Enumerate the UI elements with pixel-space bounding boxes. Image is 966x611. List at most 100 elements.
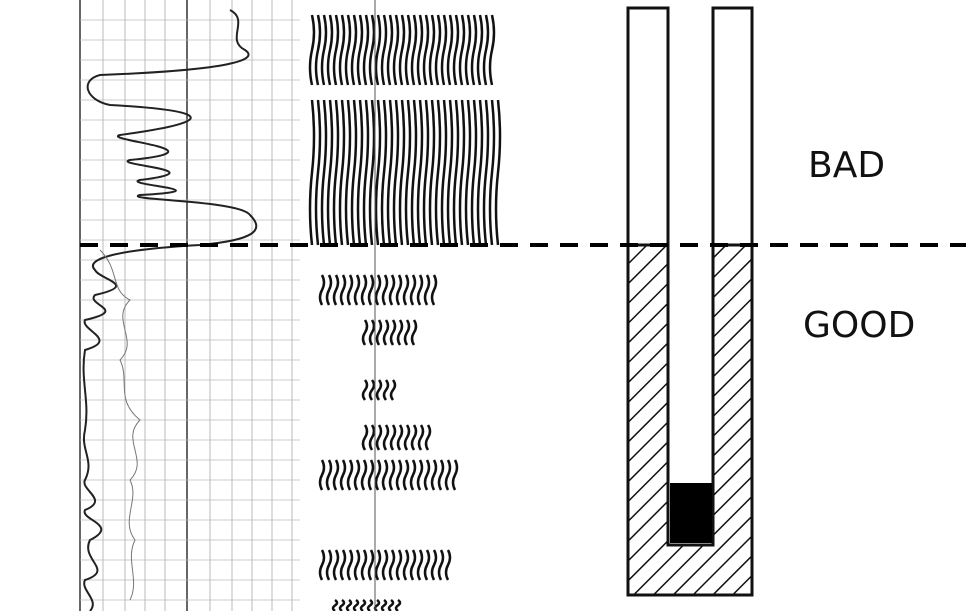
wave-trace <box>446 14 454 86</box>
wave-trace <box>338 99 346 246</box>
wave-trace <box>314 14 322 86</box>
wave-trace <box>381 459 389 491</box>
wave-trace <box>382 319 390 346</box>
wave-trace <box>494 99 502 246</box>
wave-trace <box>398 14 406 86</box>
wave-trace <box>368 14 376 86</box>
wave-trace <box>416 274 424 306</box>
wave-trace <box>396 319 404 346</box>
wave-trace <box>422 14 430 86</box>
wave-trace <box>416 549 424 581</box>
casing-left-top <box>626 6 670 247</box>
wave-trace <box>476 14 484 86</box>
wave-trace <box>388 549 396 581</box>
wave-trace <box>409 459 417 491</box>
log-curve-thin <box>99 249 141 601</box>
wave-trace <box>396 424 404 451</box>
wave-trace <box>403 424 411 451</box>
wave-trace <box>332 274 340 306</box>
wave-trace <box>356 99 364 246</box>
wave-trace <box>423 274 431 306</box>
wave-trace <box>353 274 361 306</box>
wave-trace <box>331 598 339 611</box>
wave-trace <box>353 459 361 491</box>
wave-trace <box>482 14 490 86</box>
wave-trace <box>409 274 417 306</box>
wave-trace <box>375 379 383 401</box>
log-grid <box>79 0 300 611</box>
wave-trace <box>318 459 326 491</box>
wave-trace <box>423 459 431 491</box>
wave-trace <box>308 14 316 86</box>
wave-trace <box>437 459 445 491</box>
wave-trace <box>434 99 442 246</box>
wave-trace <box>451 459 459 491</box>
good-label: GOOD <box>803 305 916 346</box>
wave-trace <box>422 99 430 246</box>
wave-trace <box>361 319 369 346</box>
wave-trace <box>430 274 438 306</box>
wave-trace <box>332 14 340 86</box>
wave-trace <box>416 459 424 491</box>
wave-trace <box>367 274 375 306</box>
wave-trace <box>428 14 436 86</box>
wave-trace <box>386 14 394 86</box>
wave-trace <box>452 99 460 246</box>
wave-trace <box>375 319 383 346</box>
wave-trace <box>318 549 326 581</box>
wave-trace <box>446 99 454 246</box>
wave-trace <box>410 14 418 86</box>
wave-trace <box>374 99 382 246</box>
wave-trace <box>338 14 346 86</box>
wave-trace <box>339 459 347 491</box>
wave-trace <box>368 319 376 346</box>
wave-trace <box>395 459 403 491</box>
wave-trace <box>339 274 347 306</box>
wave-trace <box>410 99 418 246</box>
wave-trace <box>361 424 369 451</box>
wave-trace <box>402 549 410 581</box>
wave-trace <box>332 549 340 581</box>
bad-label: BAD <box>808 145 886 186</box>
wave-trace <box>388 459 396 491</box>
wave-trace <box>476 99 484 246</box>
wave-trace <box>458 99 466 246</box>
wave-trace <box>389 379 397 401</box>
wave-trace <box>344 99 352 246</box>
wave-trace <box>416 99 424 246</box>
wave-trace <box>402 459 410 491</box>
wave-trace <box>352 598 360 611</box>
wave-trace <box>374 549 382 581</box>
plug <box>670 483 712 543</box>
wave-trace <box>362 14 370 86</box>
wave-trace <box>366 598 374 611</box>
wave-trace <box>409 549 417 581</box>
wave-trace <box>320 99 328 246</box>
wave-trace <box>360 549 368 581</box>
wave-trace <box>320 14 328 86</box>
wave-trace <box>470 14 478 86</box>
wave-trace <box>325 549 333 581</box>
wave-trace <box>362 99 370 246</box>
wave-trace <box>437 549 445 581</box>
wave-trace <box>380 99 388 246</box>
wave-trace <box>395 549 403 581</box>
wave-trace <box>367 459 375 491</box>
wave-trace <box>488 99 496 246</box>
wave-trace <box>430 549 438 581</box>
wave-trace <box>339 549 347 581</box>
wave-trace <box>392 99 400 246</box>
wave-trace <box>346 274 354 306</box>
wave-trace <box>395 274 403 306</box>
wave-trace <box>404 99 412 246</box>
wave-trace <box>338 598 346 611</box>
wave-trace <box>308 99 316 246</box>
wave-trace <box>424 424 432 451</box>
wave-trace <box>374 459 382 491</box>
wave-trace <box>318 274 326 306</box>
wave-trace <box>368 379 376 401</box>
wave-trace <box>417 424 425 451</box>
wave-trace <box>381 549 389 581</box>
wave-trace <box>344 14 352 86</box>
wave-trace <box>482 99 490 246</box>
